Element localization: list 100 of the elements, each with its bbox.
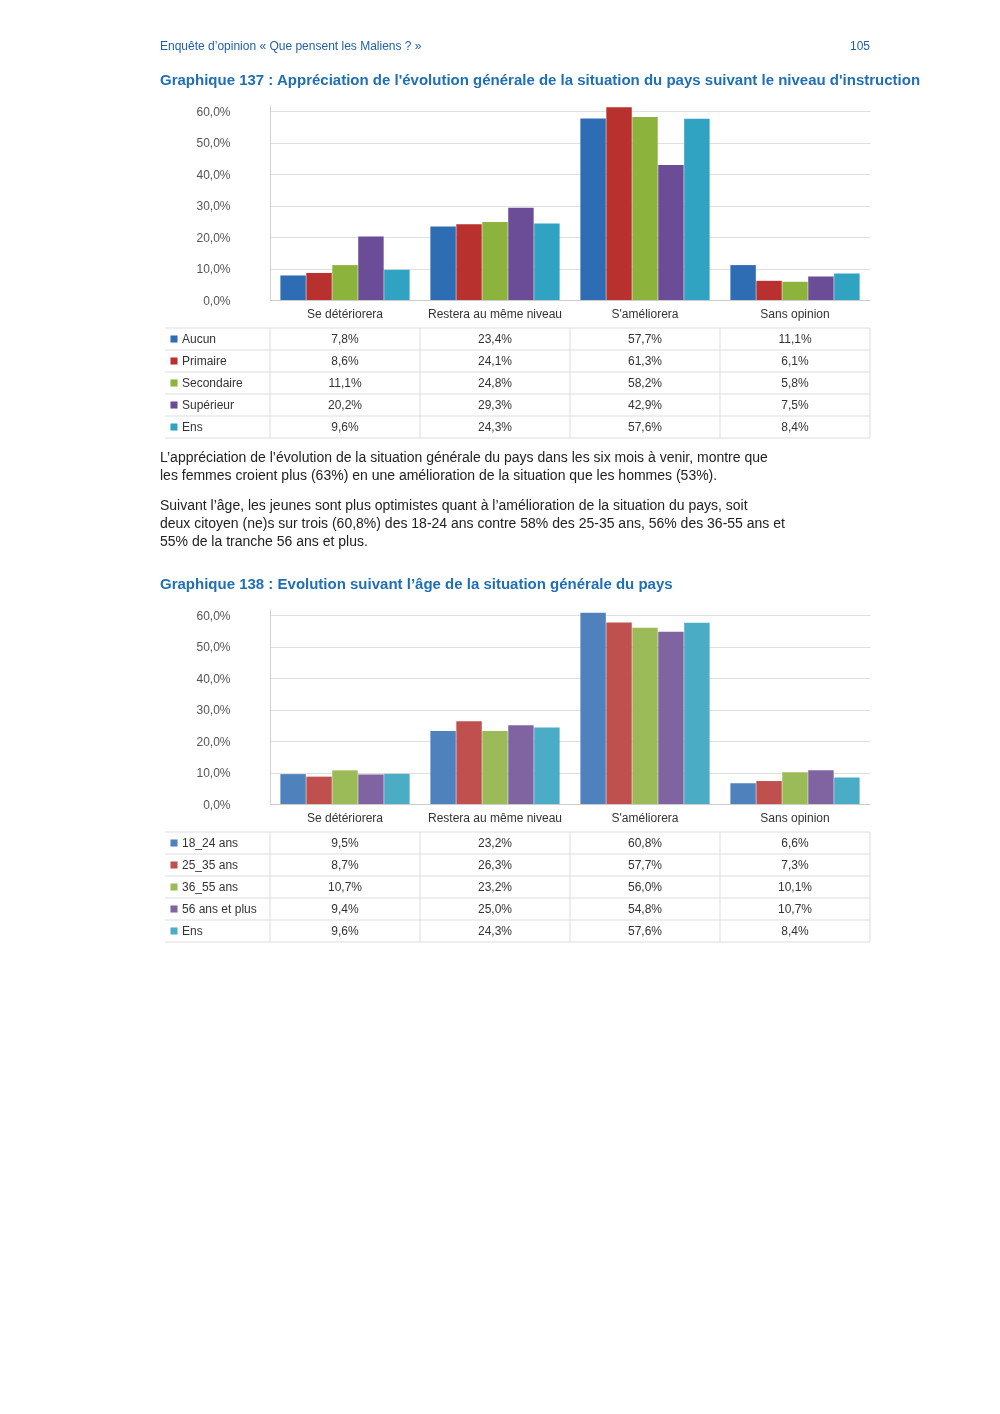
data-label: 24,8% xyxy=(477,376,513,390)
y-tick-label: 20,0% xyxy=(196,230,231,245)
data-label: 23,2% xyxy=(477,836,513,850)
legend-label: Ens xyxy=(182,924,203,938)
legend-label: 56 ans et plus xyxy=(182,902,257,916)
data-label: 60,8% xyxy=(627,836,663,850)
text: 105 xyxy=(849,39,871,53)
y-tick-label: 50,0% xyxy=(196,136,231,151)
data-label: 42,9% xyxy=(627,398,663,412)
y-tick-label: 50,0% xyxy=(196,640,231,655)
bar xyxy=(508,725,534,804)
data-label: 57,7% xyxy=(627,858,663,872)
y-tick-label: 40,0% xyxy=(196,167,231,182)
bar xyxy=(632,627,658,804)
data-label: 23,4% xyxy=(477,332,513,346)
bar xyxy=(808,770,834,804)
data-label: 9,5% xyxy=(331,836,359,850)
bar xyxy=(632,116,658,300)
data-label: 7,3% xyxy=(781,858,809,872)
data-label: 10,7% xyxy=(777,902,813,916)
x-tick-label: Sans opinion xyxy=(760,306,830,321)
data-label: 61,3% xyxy=(627,354,663,368)
data-label: 6,6% xyxy=(781,836,809,850)
data-label: 8,4% xyxy=(781,924,809,938)
bar xyxy=(684,622,710,804)
legend-label: 36_55 ans xyxy=(182,880,239,894)
data-label: 7,5% xyxy=(781,398,809,412)
y-tick-label: 30,0% xyxy=(196,199,231,214)
bar xyxy=(384,269,410,300)
bar xyxy=(306,272,332,300)
y-tick-label: 0,0% xyxy=(203,293,231,308)
bar xyxy=(756,280,782,300)
x-tick-label: Restera au même niveau xyxy=(427,306,563,321)
y-tick-label: 10,0% xyxy=(196,766,231,781)
data-label: 9,6% xyxy=(331,420,359,434)
bar xyxy=(730,265,756,300)
y-tick-label: 10,0% xyxy=(196,262,231,277)
bar xyxy=(332,770,358,804)
bar xyxy=(658,165,684,300)
y-tick-label: 20,0% xyxy=(196,734,231,749)
data-label: 24,1% xyxy=(477,354,513,368)
data-label: 23,2% xyxy=(477,880,513,894)
bar xyxy=(834,273,860,300)
bar xyxy=(430,731,456,804)
data-label: 8,7% xyxy=(331,858,359,872)
data-label: 11,1% xyxy=(328,376,362,390)
data-label: 8,6% xyxy=(331,354,359,368)
data-label: 7,8% xyxy=(331,332,359,346)
data-label: 26,3% xyxy=(477,858,513,872)
bar xyxy=(534,727,560,804)
bar xyxy=(606,622,632,804)
y-tick-label: 60,0% xyxy=(196,608,231,623)
data-label: 54,8% xyxy=(627,902,663,916)
data-label: 56,0% xyxy=(627,880,663,894)
data-label: 11,1% xyxy=(778,332,812,346)
x-tick-label: S'améliorera xyxy=(611,810,679,825)
bar xyxy=(808,276,834,300)
data-label: 29,3% xyxy=(477,398,513,412)
data-label: 57,6% xyxy=(627,924,663,938)
text: Suivant l’âge, les jeunes sont plus optimistes quant à l’amélioration de la situation du pays, soit deux citoyen (ne)s sur trois (60,8%) des 18-24 ans contre 58% des 25-35 ans, 56% des 36-55 ans et 55% de la tranche 56 ans et plus. xyxy=(160,497,786,549)
y-tick-label: 0,0% xyxy=(203,797,231,812)
bar xyxy=(580,612,606,804)
bar xyxy=(782,281,808,300)
bar xyxy=(358,774,384,804)
bar xyxy=(358,236,384,300)
bar xyxy=(606,107,632,300)
bar xyxy=(508,207,534,300)
data-label: 20,2% xyxy=(327,398,363,412)
bar xyxy=(280,774,306,804)
x-tick-label: Se détériorera xyxy=(306,810,384,825)
x-tick-label: Sans opinion xyxy=(760,810,830,825)
y-tick-label: 40,0% xyxy=(196,671,231,686)
y-tick-label: 60,0% xyxy=(196,104,231,119)
data-label: 10,7% xyxy=(327,880,363,894)
legend-label: Secondaire xyxy=(182,376,244,390)
bar xyxy=(834,777,860,804)
bar xyxy=(306,776,332,804)
legend-label: Primaire xyxy=(182,354,227,368)
x-tick-label: Se détériorera xyxy=(306,306,384,321)
bar xyxy=(482,222,508,300)
bar xyxy=(430,226,456,300)
bar xyxy=(456,721,482,804)
bar xyxy=(534,223,560,300)
bar xyxy=(280,275,306,300)
legend-label: Ens xyxy=(182,420,203,434)
bar xyxy=(332,265,358,300)
data-label: 5,8% xyxy=(781,376,809,390)
data-label: 10,1% xyxy=(777,880,813,894)
data-label: 57,7% xyxy=(627,332,663,346)
bar xyxy=(482,731,508,804)
data-label: 9,6% xyxy=(331,924,359,938)
data-label: 9,4% xyxy=(331,902,359,916)
bar xyxy=(658,631,684,804)
text: Enquête d’opinion « Que pensent les Maliens ? » xyxy=(160,39,422,53)
legend-label: 25_35 ans xyxy=(182,858,239,872)
chart-title: Graphique 138 : Evolution suivant l’âge de la situation générale du pays xyxy=(160,575,673,592)
legend-label: Supérieur xyxy=(182,398,235,412)
x-tick-label: S'améliorera xyxy=(611,306,679,321)
data-label: 24,3% xyxy=(477,924,513,938)
legend-label: Aucun xyxy=(182,332,217,346)
